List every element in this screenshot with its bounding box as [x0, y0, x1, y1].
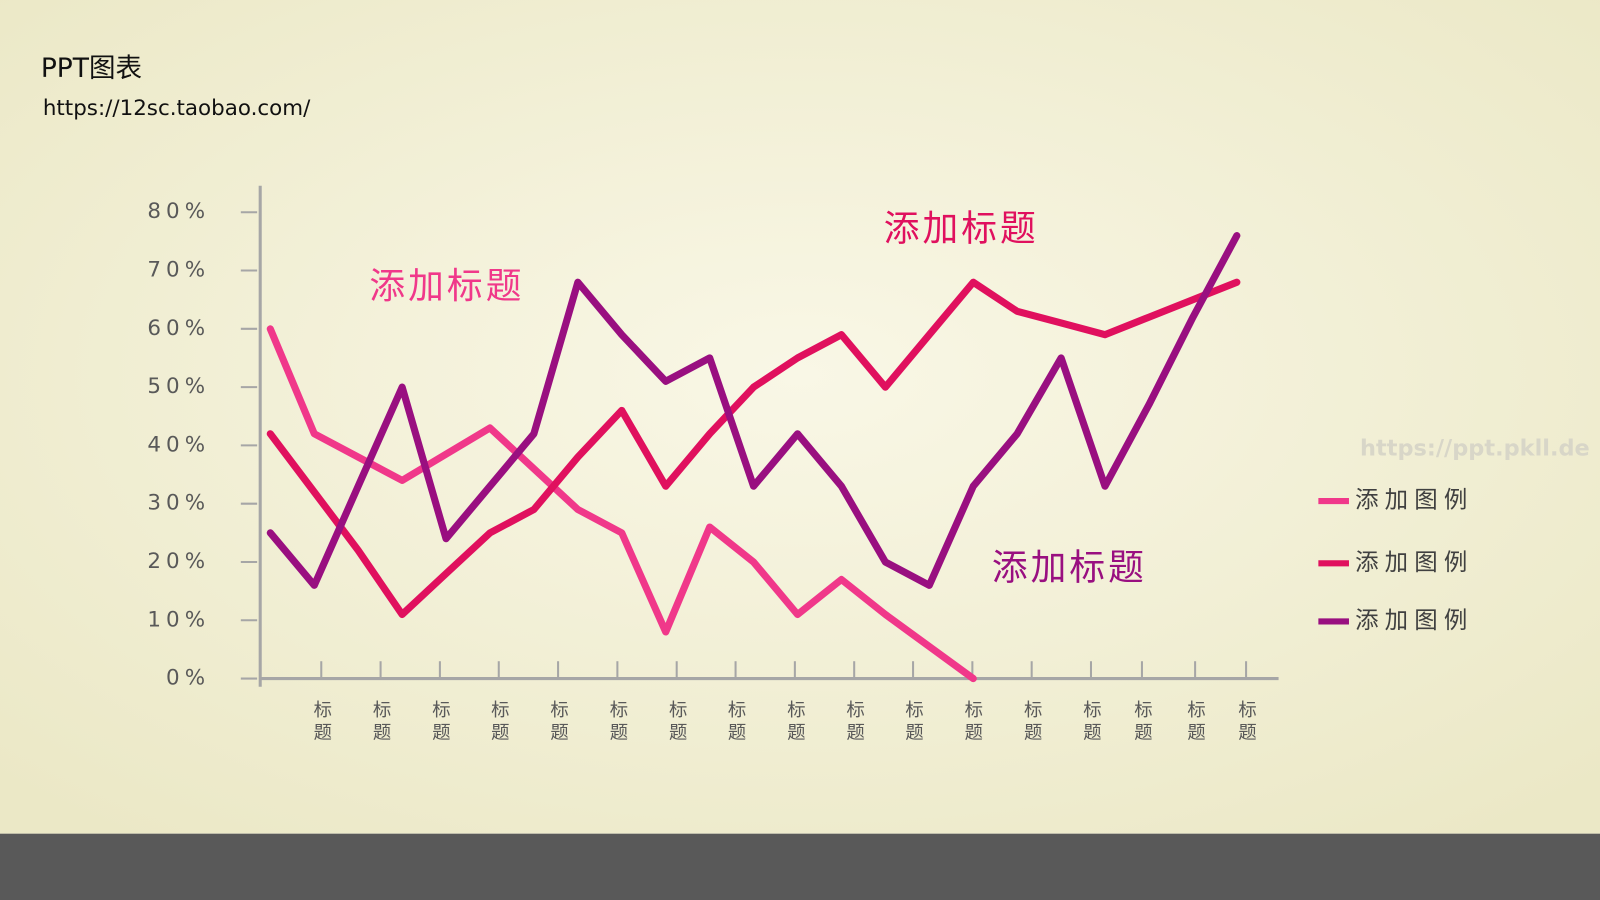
x-tick-label: 标题	[429, 700, 450, 745]
x-tick-label: 标题	[1021, 700, 1042, 745]
x-tick-label: 标题	[311, 700, 332, 745]
y-tick-label: 10%	[147, 607, 210, 632]
y-tick-label: 30%	[147, 491, 210, 516]
x-tick-label: 标题	[548, 700, 569, 745]
x-tick-label: 标题	[903, 700, 924, 745]
x-tick-label: 标题	[1080, 700, 1101, 745]
y-tick-label: 70%	[147, 258, 210, 283]
series-line	[266, 232, 1241, 589]
y-tick-label: 80%	[147, 199, 210, 224]
watermark: https://ppt.pkll.de	[1360, 435, 1590, 461]
y-tick-label: 0%	[166, 666, 210, 691]
y-tick-label: 20%	[147, 549, 210, 574]
x-tick-label: 标题	[962, 700, 983, 745]
background	[0, 0, 1600, 834]
annotation: 添加标题	[992, 547, 1147, 588]
series-line	[266, 278, 1241, 619]
x-tick-label: 标题	[666, 700, 687, 745]
y-tick-label: 60%	[147, 316, 210, 341]
legend-label: 添加图例	[1355, 486, 1473, 514]
legend-label: 添加图例	[1355, 606, 1473, 634]
x-tick-label: 标题	[1236, 700, 1257, 745]
x-tick-label: 标题	[1131, 700, 1152, 745]
series-line	[266, 325, 977, 683]
annotation: 添加标题	[884, 209, 1039, 250]
x-tick-label: 标题	[1185, 700, 1206, 745]
y-tick-label: 50%	[147, 374, 210, 399]
x-tick-label: 标题	[607, 700, 628, 745]
legend-label: 添加图例	[1355, 548, 1473, 576]
annotation: 添加标题	[369, 266, 524, 307]
footer-band	[0, 833, 1600, 900]
x-tick-label: 标题	[725, 700, 746, 745]
slide-title: PPT图表	[41, 53, 142, 84]
x-tick-label: 标题	[370, 700, 391, 745]
x-tick-label: 标题	[844, 700, 865, 745]
x-tick-label: 标题	[784, 700, 805, 745]
y-tick-label: 40%	[147, 432, 210, 457]
x-tick-label: 标题	[488, 700, 509, 745]
slide-url: https://12sc.taobao.com/	[43, 96, 311, 121]
